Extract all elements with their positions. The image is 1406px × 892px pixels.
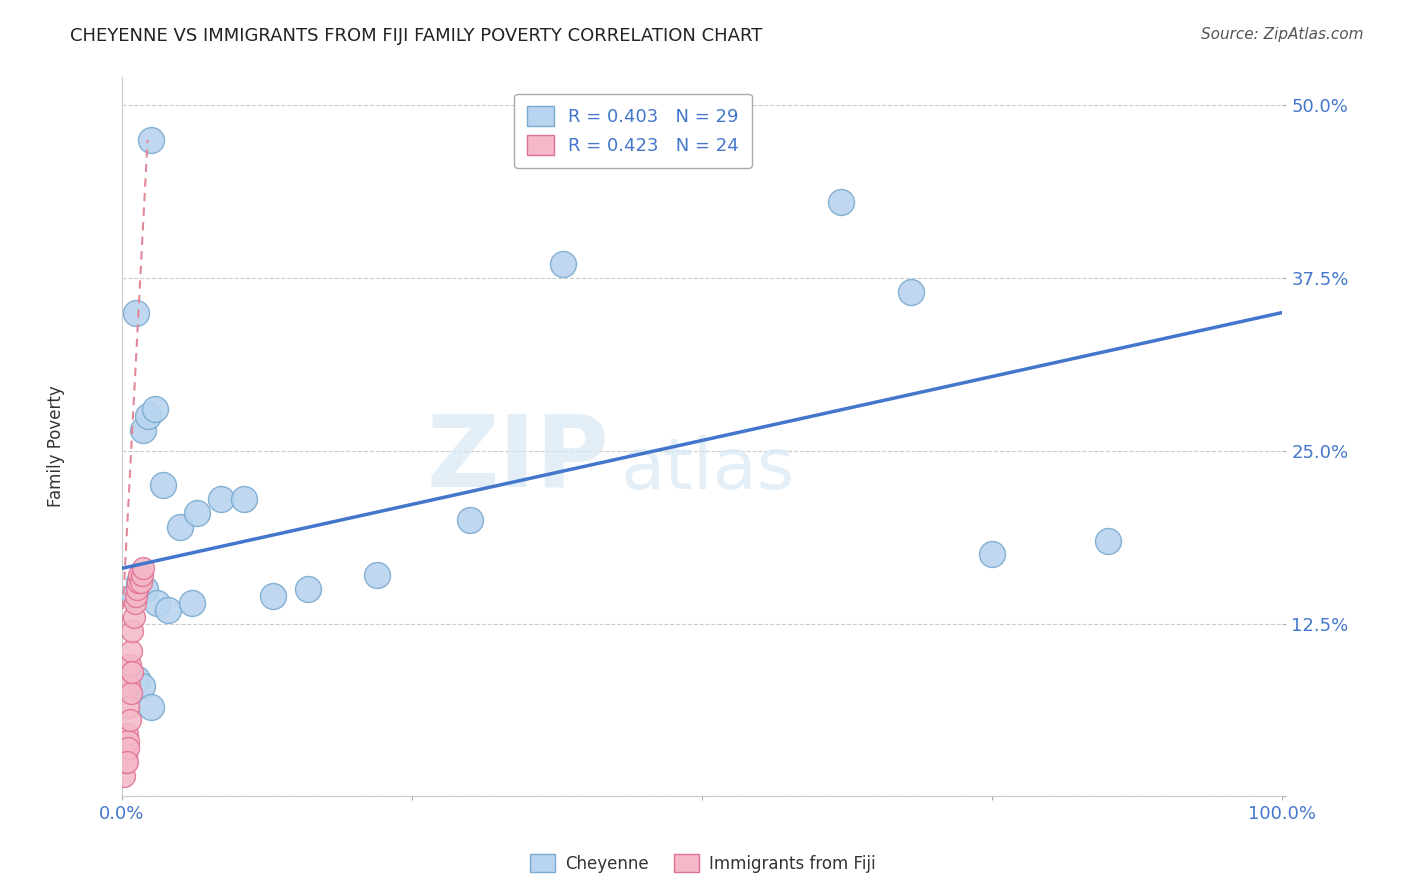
Point bbox=[127, 582, 149, 596]
Point bbox=[131, 568, 153, 582]
Point bbox=[1097, 533, 1119, 548]
Point bbox=[120, 658, 142, 673]
Point bbox=[209, 492, 232, 507]
Point bbox=[120, 644, 142, 658]
Text: atlas: atlas bbox=[621, 434, 796, 504]
Text: ZIP: ZIP bbox=[426, 410, 609, 507]
Point bbox=[115, 755, 138, 769]
Text: CHEYENNE VS IMMIGRANTS FROM FIJI FAMILY POVERTY CORRELATION CHART: CHEYENNE VS IMMIGRANTS FROM FIJI FAMILY … bbox=[70, 27, 762, 45]
Point bbox=[551, 257, 574, 271]
Point bbox=[169, 520, 191, 534]
Point bbox=[157, 603, 180, 617]
Point bbox=[152, 478, 174, 492]
Point bbox=[117, 734, 139, 748]
Point bbox=[125, 589, 148, 603]
Point bbox=[121, 624, 143, 638]
Point bbox=[122, 609, 145, 624]
Point bbox=[143, 402, 166, 417]
Point bbox=[114, 747, 136, 762]
Point bbox=[121, 665, 143, 679]
Point bbox=[112, 769, 135, 783]
Point bbox=[714, 133, 737, 147]
Point bbox=[115, 727, 138, 741]
Point bbox=[117, 741, 139, 756]
Legend: R = 0.403   N = 29, R = 0.423   N = 24: R = 0.403 N = 29, R = 0.423 N = 24 bbox=[515, 94, 752, 168]
Point bbox=[118, 714, 141, 728]
Point bbox=[124, 596, 146, 610]
Point bbox=[125, 305, 148, 319]
Legend: Cheyenne, Immigrants from Fiji: Cheyenne, Immigrants from Fiji bbox=[523, 847, 883, 880]
Point bbox=[127, 672, 149, 686]
Point bbox=[131, 679, 153, 693]
Point bbox=[128, 568, 150, 582]
Point bbox=[122, 589, 145, 603]
Point bbox=[900, 285, 922, 299]
Point bbox=[186, 506, 208, 520]
Point bbox=[232, 492, 254, 507]
Point bbox=[180, 596, 202, 610]
Point bbox=[118, 679, 141, 693]
Text: Source: ZipAtlas.com: Source: ZipAtlas.com bbox=[1201, 27, 1364, 42]
Point bbox=[117, 699, 139, 714]
Point bbox=[136, 409, 159, 424]
Point bbox=[139, 133, 162, 147]
Text: Family Poverty: Family Poverty bbox=[48, 385, 65, 507]
Point bbox=[128, 575, 150, 590]
Point bbox=[129, 575, 152, 590]
Point bbox=[134, 582, 156, 596]
Point bbox=[262, 589, 284, 603]
Point bbox=[146, 596, 169, 610]
Point bbox=[120, 686, 142, 700]
Point bbox=[297, 582, 319, 596]
Point bbox=[132, 423, 155, 437]
Point bbox=[127, 575, 149, 590]
Point bbox=[981, 548, 1004, 562]
Point bbox=[830, 194, 852, 209]
Point bbox=[132, 561, 155, 575]
Point bbox=[366, 568, 388, 582]
Point bbox=[458, 513, 481, 527]
Point bbox=[115, 755, 138, 769]
Point bbox=[139, 699, 162, 714]
